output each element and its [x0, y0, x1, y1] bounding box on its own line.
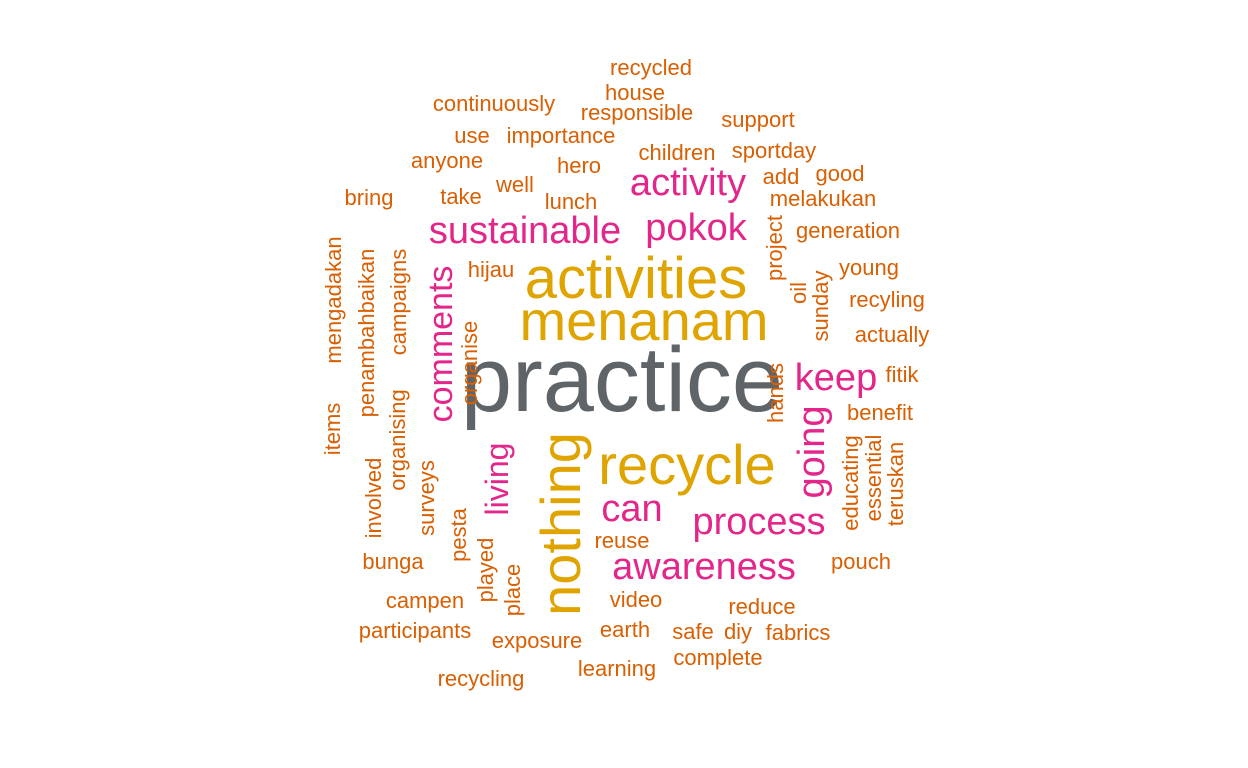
word-essential: essential — [861, 434, 886, 522]
word-menanam: menanam — [519, 289, 769, 352]
word-campen: campen — [385, 588, 465, 613]
word-sportday: sportday — [731, 138, 817, 163]
word-recycling: recycling — [437, 666, 525, 691]
word-lunch: lunch — [544, 189, 598, 214]
word-reduce: reduce — [728, 594, 796, 619]
word-continuously: continuously — [432, 91, 556, 116]
word-activities: activities — [524, 246, 748, 311]
word-teruskan: teruskan — [883, 441, 908, 527]
word-nothing: nothing — [529, 432, 592, 616]
word-take: take — [440, 184, 482, 209]
word-support: support — [721, 107, 795, 132]
word-learning: learning — [577, 656, 657, 681]
word-pesta: pesta — [446, 508, 471, 562]
word-surveys: surveys — [414, 460, 439, 536]
word-house: house — [605, 80, 665, 105]
word-living: living — [479, 442, 515, 516]
word-educating: educating — [838, 435, 863, 531]
word-awareness: awareness — [612, 546, 796, 588]
word-young: young — [839, 255, 899, 280]
word-practice: practice — [460, 329, 784, 431]
word-well: well — [496, 172, 534, 197]
word-organising: organising — [385, 389, 410, 491]
word-generation: generation — [796, 218, 900, 243]
word-anyone: anyone — [410, 148, 484, 173]
word-fitik: fitik — [885, 362, 919, 387]
word-bunga: bunga — [362, 549, 424, 574]
word-add: add — [762, 164, 800, 189]
word-importance: importance — [506, 123, 616, 148]
word-organise: organise — [457, 320, 482, 406]
word-earth: earth — [599, 617, 651, 642]
word-campaigns: campaigns — [386, 248, 411, 356]
word-activity: activity — [629, 162, 747, 204]
word-melakukan: melakukan — [769, 186, 877, 211]
word-project: project — [762, 214, 787, 282]
word-use: use — [454, 123, 490, 148]
word-complete: complete — [673, 645, 763, 670]
word-penambahbaikan: penambahbaikan — [354, 248, 379, 418]
word-responsible: responsible — [580, 100, 694, 125]
word-pouch: pouch — [831, 549, 891, 574]
word-items: items — [320, 402, 345, 456]
word-mengadakan: mengadakan — [321, 236, 346, 364]
word-oil: oil — [786, 281, 811, 305]
word-diy: diy — [723, 619, 753, 644]
word-can: can — [601, 488, 663, 530]
word-bring: bring — [344, 185, 394, 210]
word-fabrics: fabrics — [765, 620, 831, 645]
word-safe: safe — [672, 619, 714, 644]
word-children: children — [638, 140, 716, 165]
word-hands: hands — [763, 363, 788, 423]
word-hero: hero — [556, 153, 602, 178]
word-sustainable: sustainable — [428, 210, 622, 252]
word-recycle: recycle — [598, 433, 776, 496]
word-involved: involved — [361, 457, 386, 539]
word-comments: comments — [422, 265, 460, 423]
word-sunday: sunday — [808, 270, 833, 342]
word-process: process — [692, 501, 826, 543]
word-video: video — [609, 587, 663, 612]
word-going: going — [791, 405, 833, 499]
word-exposure: exposure — [491, 628, 583, 653]
word-benefit: benefit — [846, 400, 914, 425]
word-keep: keep — [794, 357, 878, 399]
word-recycled: recycled — [610, 55, 692, 80]
word-played: played — [473, 537, 498, 603]
word-pokok: pokok — [645, 207, 747, 249]
word-good: good — [815, 161, 865, 186]
word-recyling: recyling — [849, 287, 925, 312]
word-hijau: hijau — [467, 257, 515, 282]
word-participants: participants — [358, 618, 472, 643]
word-reuse: reuse — [594, 528, 650, 553]
word-actually: actually — [854, 322, 930, 347]
word-place: place — [500, 563, 525, 617]
